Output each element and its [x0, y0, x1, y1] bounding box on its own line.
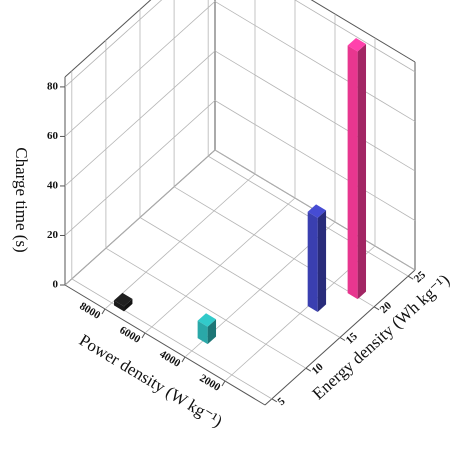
grid-line	[64, 0, 163, 88]
bar-top	[114, 292, 133, 307]
tick-mark	[221, 380, 226, 387]
grid-line	[64, 1, 216, 137]
grid-line	[173, 186, 375, 308]
bar-side	[317, 210, 327, 312]
grid-line	[64, 149, 216, 286]
box-edge	[310, 0, 416, 63]
tick-mark	[407, 275, 414, 280]
grid-line	[64, 50, 216, 187]
z-axis-title: Charge time (s)	[12, 147, 31, 252]
z-tick-label: 20	[47, 229, 59, 241]
x-tick-label: 6000	[117, 324, 142, 346]
tick-mark	[141, 332, 146, 339]
tick-mark	[271, 398, 278, 403]
grid-line	[71, 278, 273, 400]
y-axis-title: Energy density (Wh kg⁻¹)	[309, 270, 454, 403]
bar	[197, 320, 208, 345]
grid-line	[139, 217, 341, 338]
z-tick-label: 40	[47, 179, 59, 191]
bar	[347, 45, 358, 300]
tick-mark	[339, 337, 346, 341]
x-tick-label: 4000	[157, 348, 182, 370]
tick-mark	[373, 306, 380, 311]
z-tick-label: 60	[47, 130, 59, 142]
y-tick-label: 5	[275, 395, 287, 408]
bar	[307, 211, 318, 312]
bar	[114, 300, 125, 312]
grid-line	[214, 1, 416, 122]
grid-line	[64, 100, 216, 236]
tick-mark	[181, 356, 186, 363]
bar-side	[124, 298, 133, 312]
grid-line	[105, 247, 307, 369]
tick-mark	[101, 308, 106, 315]
grid-line	[214, 100, 416, 221]
z-tick-label: 0	[53, 279, 59, 291]
grid-line	[294, 0, 416, 73]
box-edge	[64, 284, 266, 406]
x-tick-label: 2000	[197, 372, 222, 394]
bar-side	[207, 319, 217, 345]
bar-top	[347, 37, 367, 52]
tick-mark	[305, 367, 312, 372]
x-tick-label: 8000	[77, 300, 102, 322]
bar-side	[357, 43, 367, 300]
z-tick-label: 80	[47, 80, 59, 92]
bar-top	[307, 204, 327, 218]
bar-top	[197, 313, 217, 327]
grid-line	[214, 50, 416, 172]
